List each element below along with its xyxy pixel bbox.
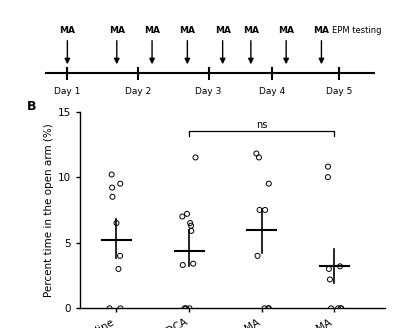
Text: Day 5: Day 5 <box>326 87 352 96</box>
Point <box>117 306 124 311</box>
Point <box>325 174 331 180</box>
Point <box>262 207 268 213</box>
Text: MA: MA <box>144 26 160 35</box>
Point <box>254 253 261 258</box>
Text: MA: MA <box>215 26 231 35</box>
Point <box>265 181 272 186</box>
Point <box>328 306 334 311</box>
Point <box>187 220 193 226</box>
Text: MA: MA <box>314 26 330 35</box>
Point <box>253 151 259 156</box>
Point <box>192 155 199 160</box>
Text: Day 3: Day 3 <box>195 87 222 96</box>
Point <box>184 211 190 216</box>
Point <box>261 306 268 311</box>
Point <box>325 164 331 169</box>
Text: MA: MA <box>109 26 125 35</box>
Point <box>113 220 119 226</box>
Point <box>183 306 189 311</box>
Point <box>338 306 344 311</box>
Text: MA: MA <box>243 26 259 35</box>
Point <box>265 306 272 311</box>
Point <box>335 306 341 311</box>
Point <box>188 228 194 234</box>
Text: Day 2: Day 2 <box>125 87 151 96</box>
Point <box>338 306 344 311</box>
Point <box>190 261 196 266</box>
Point <box>327 277 333 282</box>
Text: ns: ns <box>256 120 267 130</box>
Point <box>326 266 332 272</box>
Point <box>109 185 115 190</box>
Text: MA: MA <box>278 26 294 35</box>
Point <box>109 194 116 199</box>
Point <box>106 306 113 311</box>
Point <box>256 207 263 213</box>
Text: Day 4: Day 4 <box>259 87 285 96</box>
Text: EPM testing: EPM testing <box>332 26 381 35</box>
Text: Day 1: Day 1 <box>54 87 81 96</box>
Point <box>109 172 115 177</box>
Point <box>186 306 193 311</box>
Point <box>180 262 186 268</box>
Text: MA: MA <box>59 26 75 35</box>
Text: B: B <box>27 100 36 113</box>
Point <box>117 253 123 258</box>
Point <box>117 181 124 186</box>
Point <box>188 223 194 228</box>
Point <box>256 155 262 160</box>
Text: MA: MA <box>179 26 195 35</box>
Y-axis label: Percent time in the open arm (%): Percent time in the open arm (%) <box>44 123 54 297</box>
Point <box>181 306 188 311</box>
Point <box>115 266 122 272</box>
Point <box>179 214 186 219</box>
Point <box>337 264 343 269</box>
Point <box>265 306 271 311</box>
